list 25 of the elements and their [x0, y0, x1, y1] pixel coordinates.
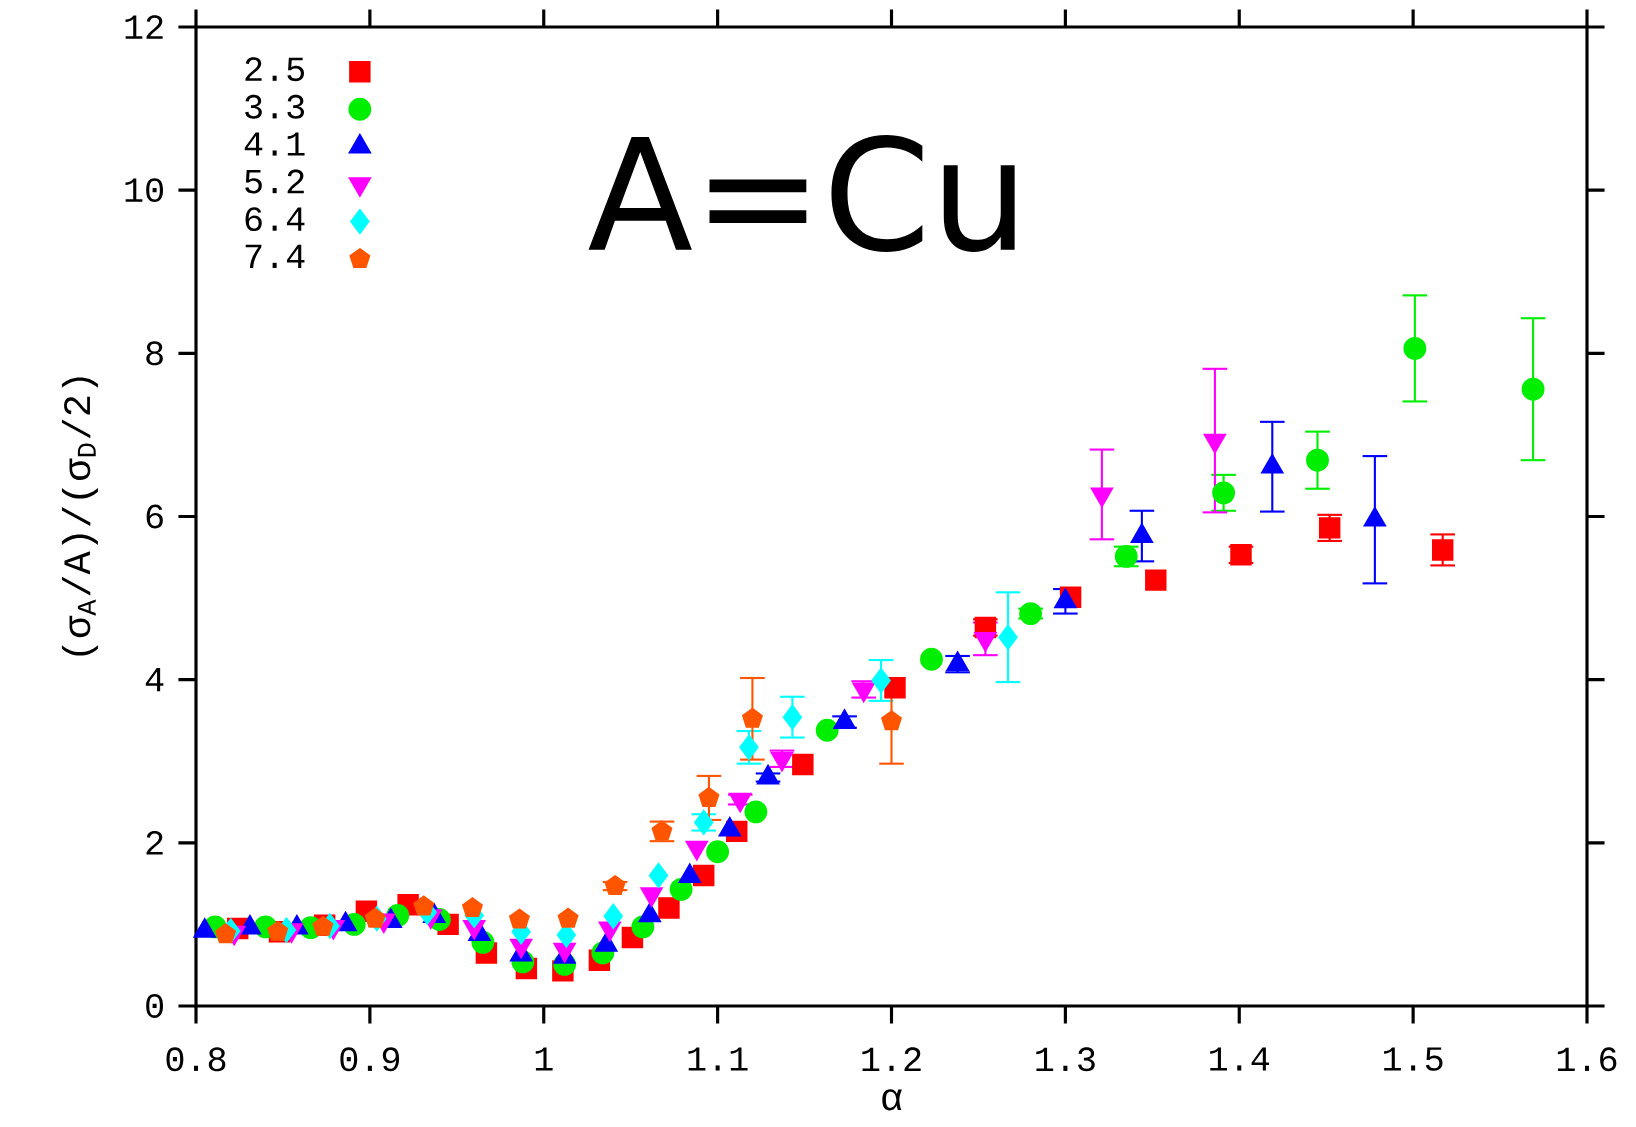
legend-label: 2.5: [245, 57, 305, 82]
y-tick-label: 4: [145, 668, 164, 692]
annotation: A=Cu: [588, 134, 1015, 252]
x-tick-label: 1.4: [1210, 1047, 1270, 1071]
legend-label: 6.4: [245, 207, 305, 232]
legend-label: 3.3: [245, 94, 305, 119]
y-tick-label: 2: [146, 831, 163, 855]
legend-label: 5.2: [245, 169, 304, 194]
y-tick-label: 0: [146, 994, 164, 1018]
x-tick-label: 1.6: [1557, 1047, 1617, 1072]
y-tick-label: 6: [146, 504, 163, 529]
x-tick-label: 0.8: [166, 1047, 226, 1072]
x-tick-label: 1.2: [862, 1047, 921, 1071]
x-tick-label: 1: [535, 1047, 553, 1071]
x-tick-label: 1.3: [1036, 1047, 1095, 1072]
x-axis-title: α: [882, 1089, 902, 1111]
y-tick-label: 8: [146, 341, 163, 366]
legend-label: 7.4: [245, 244, 305, 268]
x-tick-label: 1.1: [688, 1047, 748, 1071]
y-axis-title: (σ$_{A}$/A)/(σ$_{D}$/2): [61, 377, 98, 656]
legend-label: 4.1: [244, 132, 305, 156]
x-tick-label: 0.9: [340, 1047, 400, 1072]
y-tick-label: 12: [125, 15, 163, 39]
x-tick-label: 1.5: [1384, 1047, 1443, 1071]
y-tick-label: 10: [125, 178, 163, 203]
